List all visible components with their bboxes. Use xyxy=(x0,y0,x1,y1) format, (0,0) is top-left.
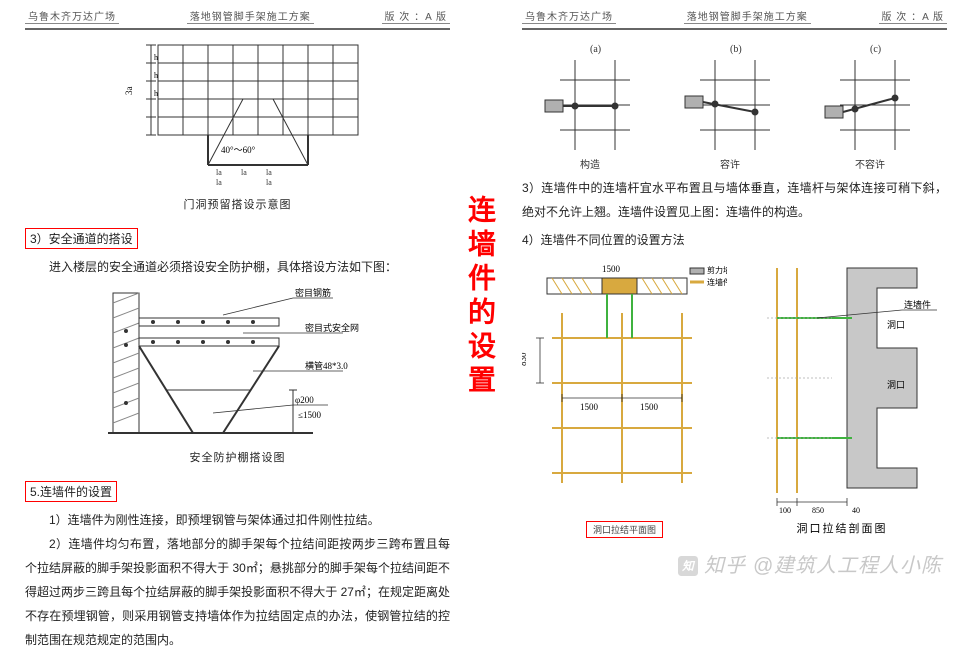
bottom-figures-row: 1500 剪力墙 连墙件 xyxy=(522,258,947,518)
svg-text:洞口: 洞口 xyxy=(887,320,905,330)
figure-door-opening: 3a h h h 40°～60° la la la la la xyxy=(108,40,368,190)
head-l2: 落地钢管脚手架施工方案 xyxy=(187,8,314,24)
svg-text:容许: 容许 xyxy=(720,158,740,170)
svg-text:剪力墙: 剪力墙 xyxy=(707,265,727,275)
head-r2: 落地钢管脚手架施工方案 xyxy=(684,8,811,24)
svg-text:密目式安全网: 密目式安全网 xyxy=(305,322,359,333)
svg-text:la: la xyxy=(266,168,272,177)
svg-text:3a: 3a xyxy=(124,87,134,96)
page-left: 乌鲁木齐万达广场 落地钢管脚手架施工方案 版 次 ：A 版 xyxy=(0,0,475,598)
page-header-left: 乌鲁木齐万达广场 落地钢管脚手架施工方案 版 次 ：A 版 xyxy=(25,8,450,30)
safe-intro: 进入楼层的安全通道必须搭设安全防护棚，具体搭设方法如下图： xyxy=(25,255,450,279)
bottom-captions-row: 洞口拉结平面图 洞口拉结剖面图 xyxy=(522,520,947,538)
svg-text:h: h xyxy=(154,71,158,80)
svg-text:连墙件: 连墙件 xyxy=(904,299,931,310)
svg-text:(c): (c) xyxy=(870,44,881,55)
plan-redbox-label: 洞口拉结平面图 xyxy=(586,521,663,538)
page-header-right: 乌鲁木齐万达广场 落地钢管脚手架施工方案 版 次 ：A 版 xyxy=(522,8,947,30)
figure-tie-variants: (a) (b) (c) xyxy=(525,40,945,170)
svg-text:密目钢筋: 密目钢筋 xyxy=(295,287,331,298)
svg-text:知: 知 xyxy=(681,559,696,573)
svg-text:h: h xyxy=(154,53,158,62)
svg-text:la: la xyxy=(266,178,272,187)
svg-text:la: la xyxy=(216,178,222,187)
item-3: 3）连墙件中的连墙杆宜水平布置且与墙体垂直，连墙杆与架体连接可稍下斜，绝对不允许… xyxy=(522,176,947,224)
head-r3: 版 次 ：A 版 xyxy=(879,8,947,24)
svg-text:850: 850 xyxy=(812,506,824,515)
svg-text:φ200: φ200 xyxy=(295,395,314,405)
svg-text:40°～60°: 40°～60° xyxy=(221,145,256,155)
item-1: 1）连墙件为刚性连接，即预埋钢管与架体通过扣件刚性拉结。 xyxy=(25,508,450,532)
center-red-label: 连墙件的设置 xyxy=(460,195,500,399)
zhihu-icon: 知 xyxy=(678,556,698,576)
svg-text:1500: 1500 xyxy=(640,402,659,412)
head-l1: 乌鲁木齐万达广场 xyxy=(25,8,119,24)
fig1-caption: 门洞预留搭设示意图 xyxy=(25,196,450,212)
svg-text:不容许: 不容许 xyxy=(855,158,885,170)
svg-text:(a): (a) xyxy=(590,44,601,55)
svg-text:构造: 构造 xyxy=(580,158,600,170)
svg-text:830: 830 xyxy=(522,352,528,366)
watermark: 知 知乎 @建筑人工程人小陈 xyxy=(678,549,942,578)
head-l3: 版 次 ：A 版 xyxy=(382,8,450,24)
section-caption: 洞口拉结剖面图 xyxy=(737,520,947,538)
item-4: 4）连墙件不同位置的设置方法 xyxy=(522,228,947,252)
figure-plan: 1500 剪力墙 连墙件 xyxy=(522,258,727,518)
head-r1: 乌鲁木齐万达广场 xyxy=(522,8,616,24)
svg-text:横管48*3.0: 横管48*3.0 xyxy=(305,360,348,371)
svg-text:h: h xyxy=(154,89,158,98)
heading-safe-passage: 3）安全通道的搭设 xyxy=(25,228,138,249)
fig2-caption: 安全防护棚搭设图 xyxy=(25,449,450,465)
figure-safety-shed: 密目钢筋 密目式安全网 横管48*3.0 φ200 ≤1500 xyxy=(93,283,383,443)
svg-text:100: 100 xyxy=(779,506,791,515)
figure-section: 洞口 洞口 连墙件 100 850 40 xyxy=(737,258,947,518)
svg-text:1500: 1500 xyxy=(580,402,599,412)
svg-text:1500: 1500 xyxy=(602,264,621,274)
svg-text:洞口: 洞口 xyxy=(887,380,905,390)
svg-text:(b): (b) xyxy=(730,44,742,55)
svg-text:la: la xyxy=(216,168,222,177)
item-2: 2）连墙件均匀布置，落地部分的脚手架每个拉结间距按两步三跨布置且每个拉结屏蔽的脚… xyxy=(25,532,450,652)
svg-text:≤1500: ≤1500 xyxy=(298,410,321,420)
page-right: 乌鲁木齐万达广场 落地钢管脚手架施工方案 版 次 ：A 版 (a) (b) (c… xyxy=(497,0,972,598)
svg-text:40: 40 xyxy=(852,506,860,515)
watermark-text: 知乎 @建筑人工程人小陈 xyxy=(704,555,942,577)
svg-text:la: la xyxy=(241,168,247,177)
svg-text:连墙件: 连墙件 xyxy=(707,277,727,287)
heading-wall-tie: 5.连墙件的设置 xyxy=(25,481,117,502)
